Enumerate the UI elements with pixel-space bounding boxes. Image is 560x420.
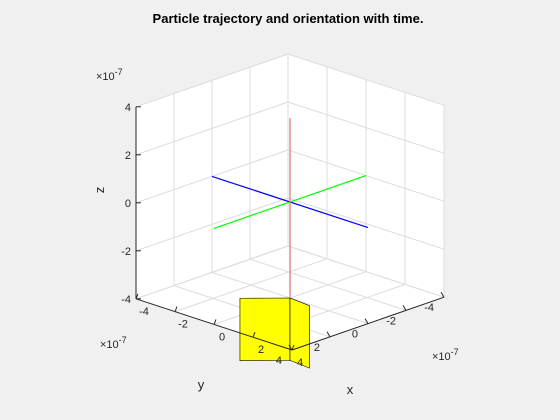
grid-wall-z xyxy=(135,101,289,156)
y-tick-label: 2 xyxy=(314,342,320,354)
x-multiplier-base: ×10 xyxy=(432,351,451,363)
x-tick-mark xyxy=(174,306,178,312)
x-axis-multiplier: ×10-7 xyxy=(432,347,459,363)
y-tick-mark xyxy=(440,291,445,298)
x-tick-label: 0 xyxy=(219,331,225,343)
data-layer xyxy=(211,118,369,369)
y-tick-mark xyxy=(326,331,331,338)
chart-title: Particle trajectory and orientation with… xyxy=(153,11,424,26)
y-tick-label: -4 xyxy=(424,302,434,314)
z-multiplier-base: ×10 xyxy=(96,71,115,83)
x-tick-mark xyxy=(213,319,217,325)
svg-text:×10-7: ×10-7 xyxy=(432,347,459,363)
x-tick-mark xyxy=(252,332,256,338)
z-axis-label: z xyxy=(92,187,107,194)
x-tick-label: -4 xyxy=(139,306,149,318)
y-multiplier-exponent: -7 xyxy=(119,335,127,345)
x-tick-label: -2 xyxy=(178,319,188,331)
svg-text:×10-7: ×10-7 xyxy=(100,335,127,351)
y-tick-mark xyxy=(364,318,369,324)
x-tick-mark xyxy=(291,344,295,351)
y-tick-label: -2 xyxy=(386,315,396,327)
grid-wall-z2 xyxy=(287,53,445,106)
x-tick-label: 4 xyxy=(297,357,303,369)
y-multiplier-base: ×10 xyxy=(100,339,119,351)
x-tick-label: 2 xyxy=(258,344,264,356)
y-tick-label: 4 xyxy=(276,355,282,367)
axis-edges xyxy=(135,106,445,351)
y-axis-label: y xyxy=(198,377,205,392)
z-tick-label: 2 xyxy=(125,150,131,162)
patch-face-1 xyxy=(289,297,310,369)
y-tick-mark xyxy=(402,305,407,311)
z-tick-label: 0 xyxy=(125,198,131,210)
patch-face-0 xyxy=(239,297,291,361)
z-tick-label: -4 xyxy=(121,294,131,306)
x-multiplier-exponent: -7 xyxy=(451,347,459,357)
z-tick-label: -2 xyxy=(121,246,131,258)
z-tick-label: 4 xyxy=(125,102,131,114)
y-tick-mark xyxy=(288,344,293,351)
x-axis-label: x xyxy=(347,382,354,397)
y-tick-label: 0 xyxy=(352,329,358,341)
svg-text:×10-7: ×10-7 xyxy=(96,67,123,83)
grid-wall-z2 xyxy=(287,101,445,154)
x-tick-mark xyxy=(135,293,139,299)
grid-wall-z xyxy=(135,53,289,108)
z-multiplier-exponent: -7 xyxy=(115,67,123,77)
z-axis-multiplier: ×10-7 xyxy=(96,67,123,83)
y-axis-multiplier: ×10-7 xyxy=(100,335,127,351)
